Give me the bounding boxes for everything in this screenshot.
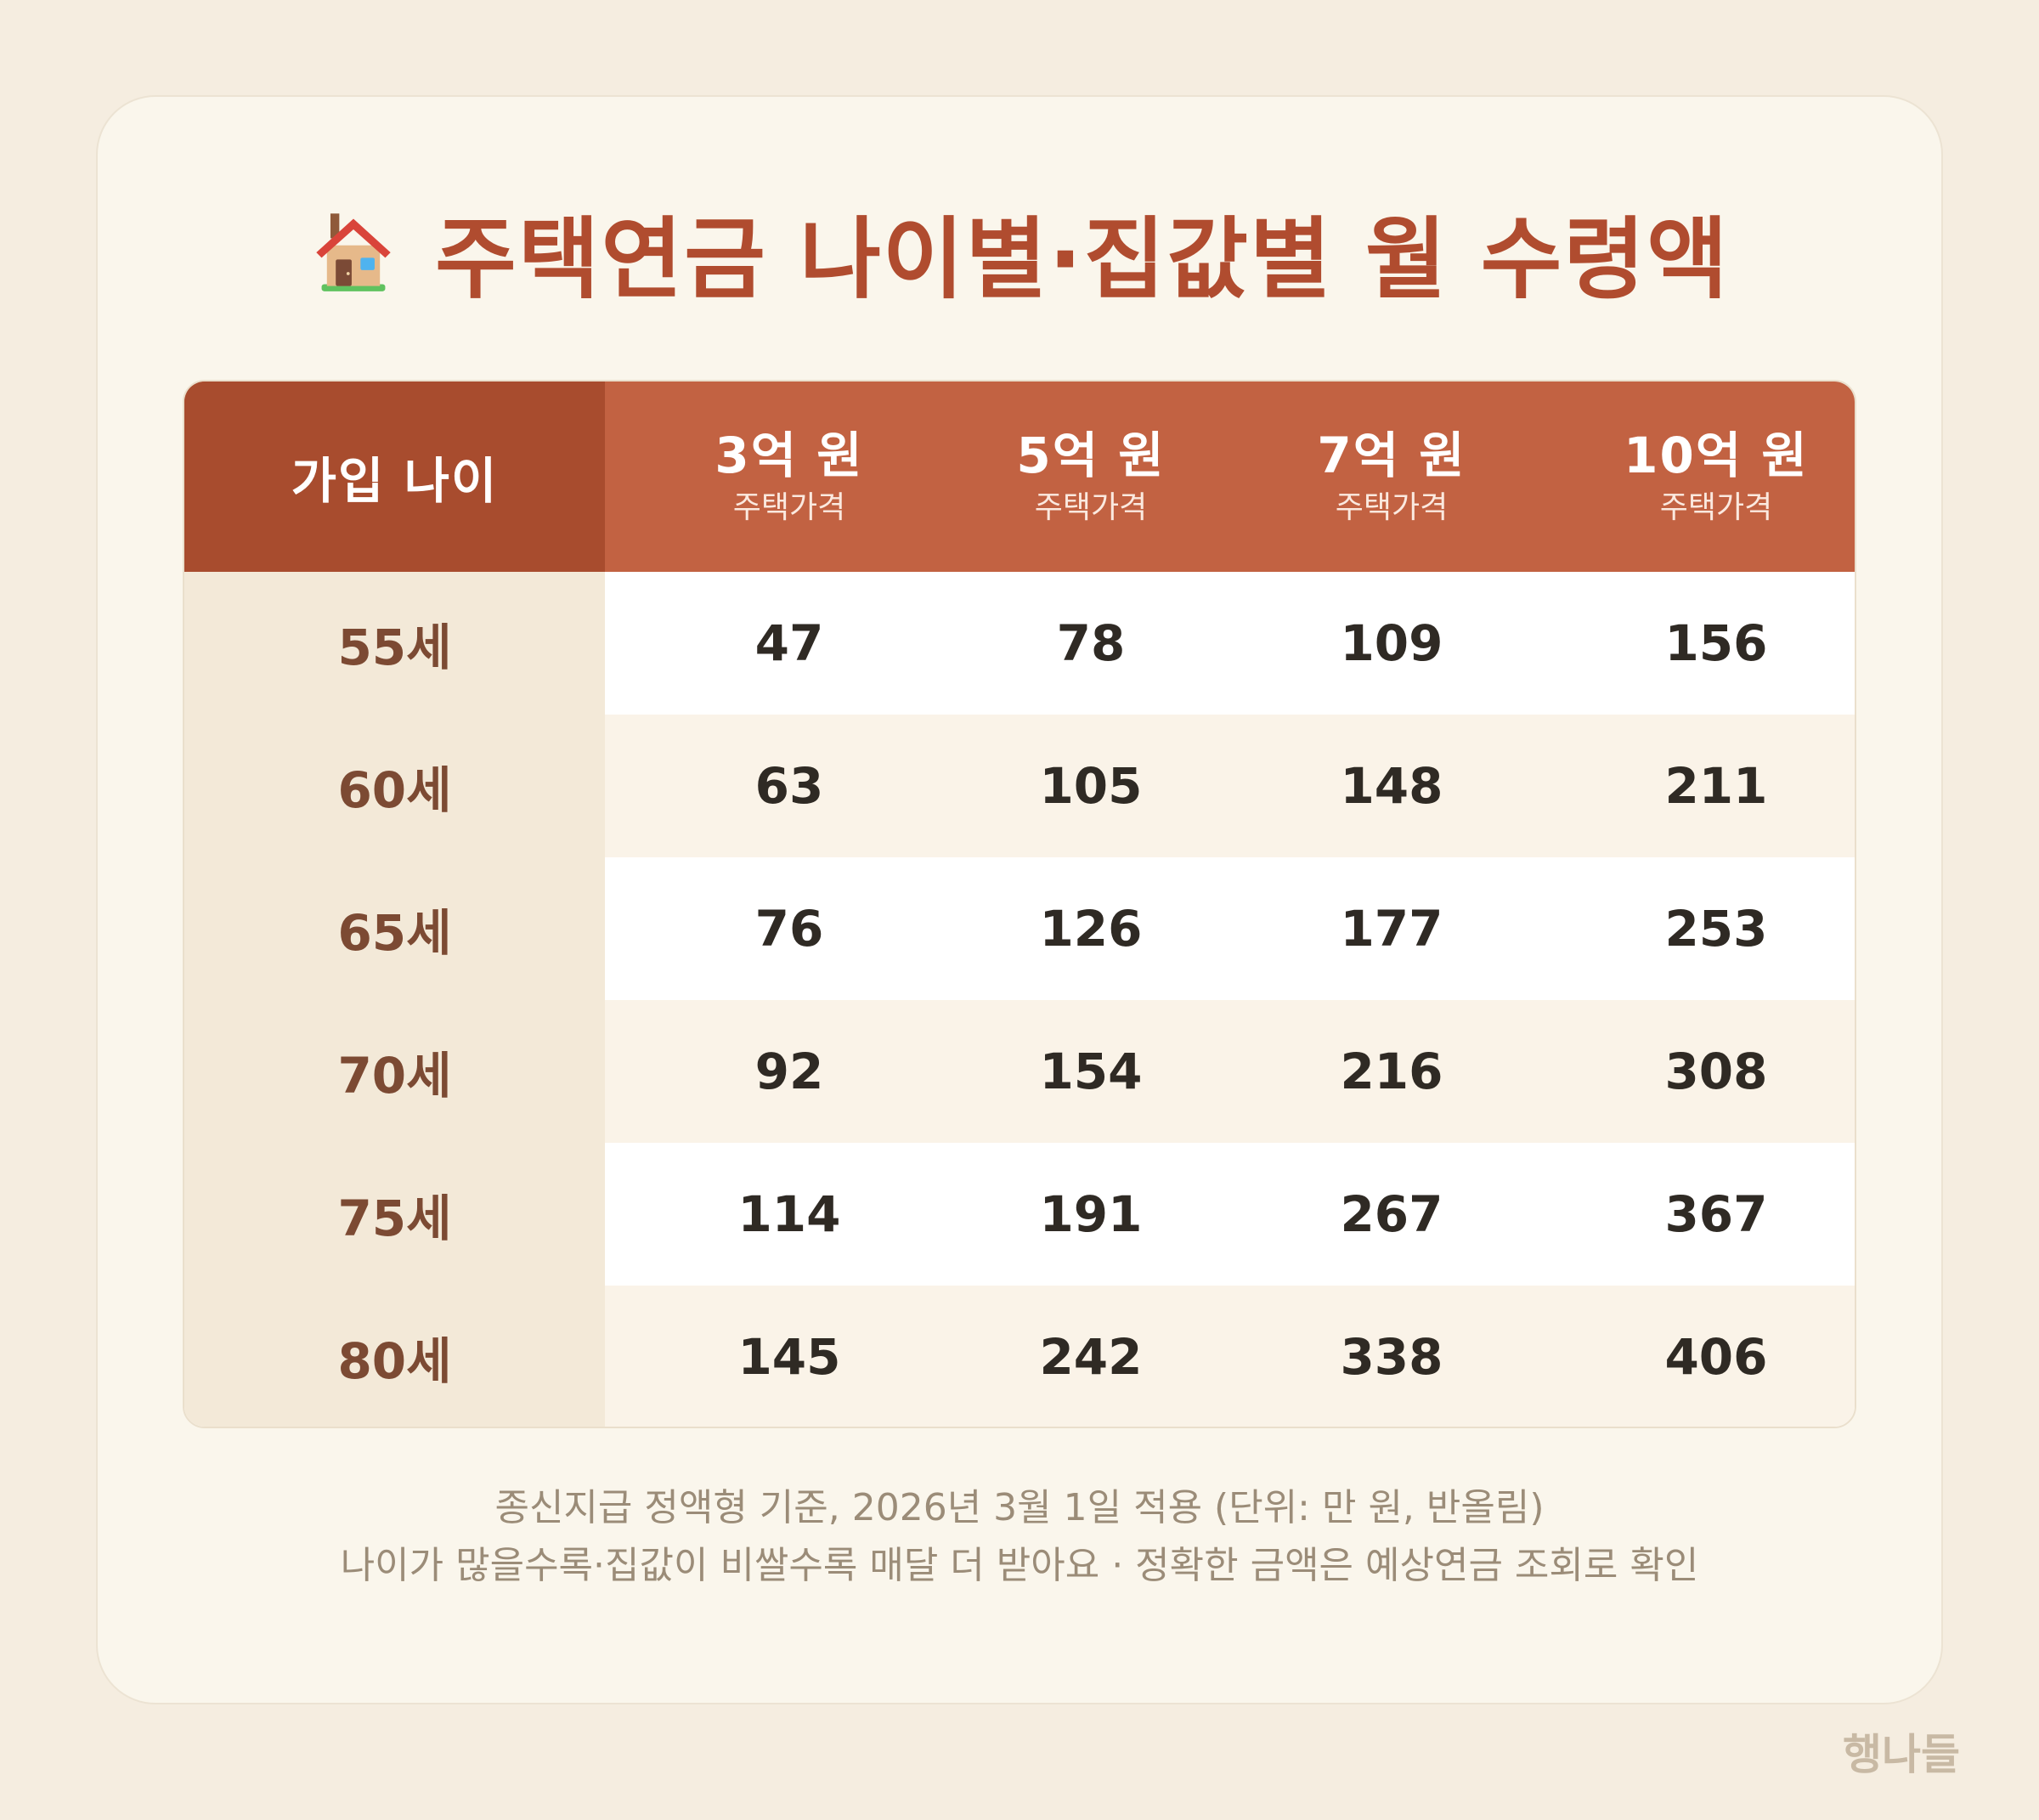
header-price-label: 5억 원	[1016, 427, 1166, 484]
header-age: 가입 나이	[184, 382, 605, 572]
age-cell: 55세	[184, 572, 605, 715]
pension-table: 가입 나이 3억 원 주택가격 5억 원 주택가격 7억 원 주택가격 10억 …	[183, 380, 1856, 1428]
value-cell: 92	[754, 1043, 824, 1100]
value-cell: 126	[1039, 900, 1143, 958]
value-cell: 216	[1340, 1043, 1443, 1100]
value-cell: 148	[1340, 757, 1443, 815]
header-price-label: 3억 원	[714, 427, 864, 484]
table-row: 80세 145 242 338 406	[184, 1286, 1855, 1427]
value-cell: 63	[754, 757, 824, 815]
table-row: 55세 47 78 109 156	[184, 572, 1855, 715]
table-header: 가입 나이 3억 원 주택가격 5억 원 주택가격 7억 원 주택가격 10억 …	[184, 382, 1855, 572]
value-cell: 105	[1039, 757, 1143, 815]
footnote-tip: 나이가 많을수록·집값이 비쌀수록 매달 더 받아요 · 정확한 금액은 예상연…	[340, 1544, 1699, 1587]
table-row: 75세 114 191 267 367	[184, 1143, 1855, 1286]
age-cell: 70세	[184, 1000, 605, 1143]
header-price-5: 5억 원 주택가격	[938, 382, 1244, 572]
table-row: 70세 92 154 216 308	[184, 1000, 1855, 1143]
brand-logo: 행나들	[1843, 1730, 1960, 1779]
value-cell: 76	[754, 900, 824, 958]
value-cell: 156	[1664, 614, 1768, 672]
value-cell: 308	[1664, 1043, 1768, 1100]
header-price-label: 10억 원	[1624, 427, 1809, 484]
header-price-sub: 주택가격	[1034, 490, 1148, 525]
value-cell: 253	[1664, 900, 1768, 958]
header-price-sub: 주택가격	[1659, 490, 1773, 525]
age-cell: 60세	[184, 715, 605, 857]
value-cell: 191	[1039, 1185, 1143, 1243]
table-row: 60세 63 105 148 211	[184, 715, 1855, 857]
header-price-sub: 주택가격	[732, 490, 846, 525]
value-cell: 154	[1039, 1043, 1143, 1100]
title-text: 주택연금 나이별·집값별 월 수령액	[435, 206, 1730, 311]
value-cell: 177	[1340, 900, 1443, 958]
value-cell: 211	[1664, 757, 1768, 815]
header-price-10: 10억 원 주택가격	[1563, 382, 1855, 572]
header-price-7: 7억 원 주택가격	[1239, 382, 1545, 572]
value-cell: 338	[1340, 1328, 1443, 1386]
value-cell: 267	[1340, 1185, 1443, 1243]
house-icon	[316, 213, 391, 291]
age-cell: 65세	[184, 857, 605, 1000]
table-row: 65세 76 126 177 253	[184, 857, 1855, 1000]
age-cell: 75세	[184, 1143, 605, 1286]
header-price-sub: 주택가격	[1335, 490, 1449, 525]
value-cell: 78	[1056, 614, 1126, 672]
value-cell: 145	[737, 1328, 841, 1386]
footnote-basis: 종신지급 정액형 기준, 2026년 3월 1일 적용 (단위: 만 원, 반올…	[494, 1486, 1545, 1529]
page-title: 주택연금 나이별·집값별 월 수령액	[0, 191, 2039, 311]
value-cell: 109	[1340, 614, 1443, 672]
value-cell: 47	[754, 614, 824, 672]
header-price-label: 7억 원	[1317, 427, 1466, 484]
header-price-3: 3억 원 주택가격	[636, 382, 942, 572]
value-cell: 367	[1664, 1185, 1768, 1243]
value-cell: 406	[1664, 1328, 1768, 1386]
value-cell: 114	[737, 1185, 841, 1243]
value-cell: 242	[1039, 1328, 1143, 1386]
age-cell: 80세	[184, 1286, 605, 1427]
